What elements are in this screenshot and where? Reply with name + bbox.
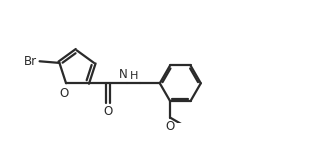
Text: O: O bbox=[60, 87, 69, 100]
Text: H: H bbox=[129, 71, 138, 81]
Text: N: N bbox=[119, 68, 128, 81]
Text: O: O bbox=[103, 105, 113, 118]
Text: Br: Br bbox=[24, 55, 37, 68]
Text: O: O bbox=[165, 120, 175, 133]
